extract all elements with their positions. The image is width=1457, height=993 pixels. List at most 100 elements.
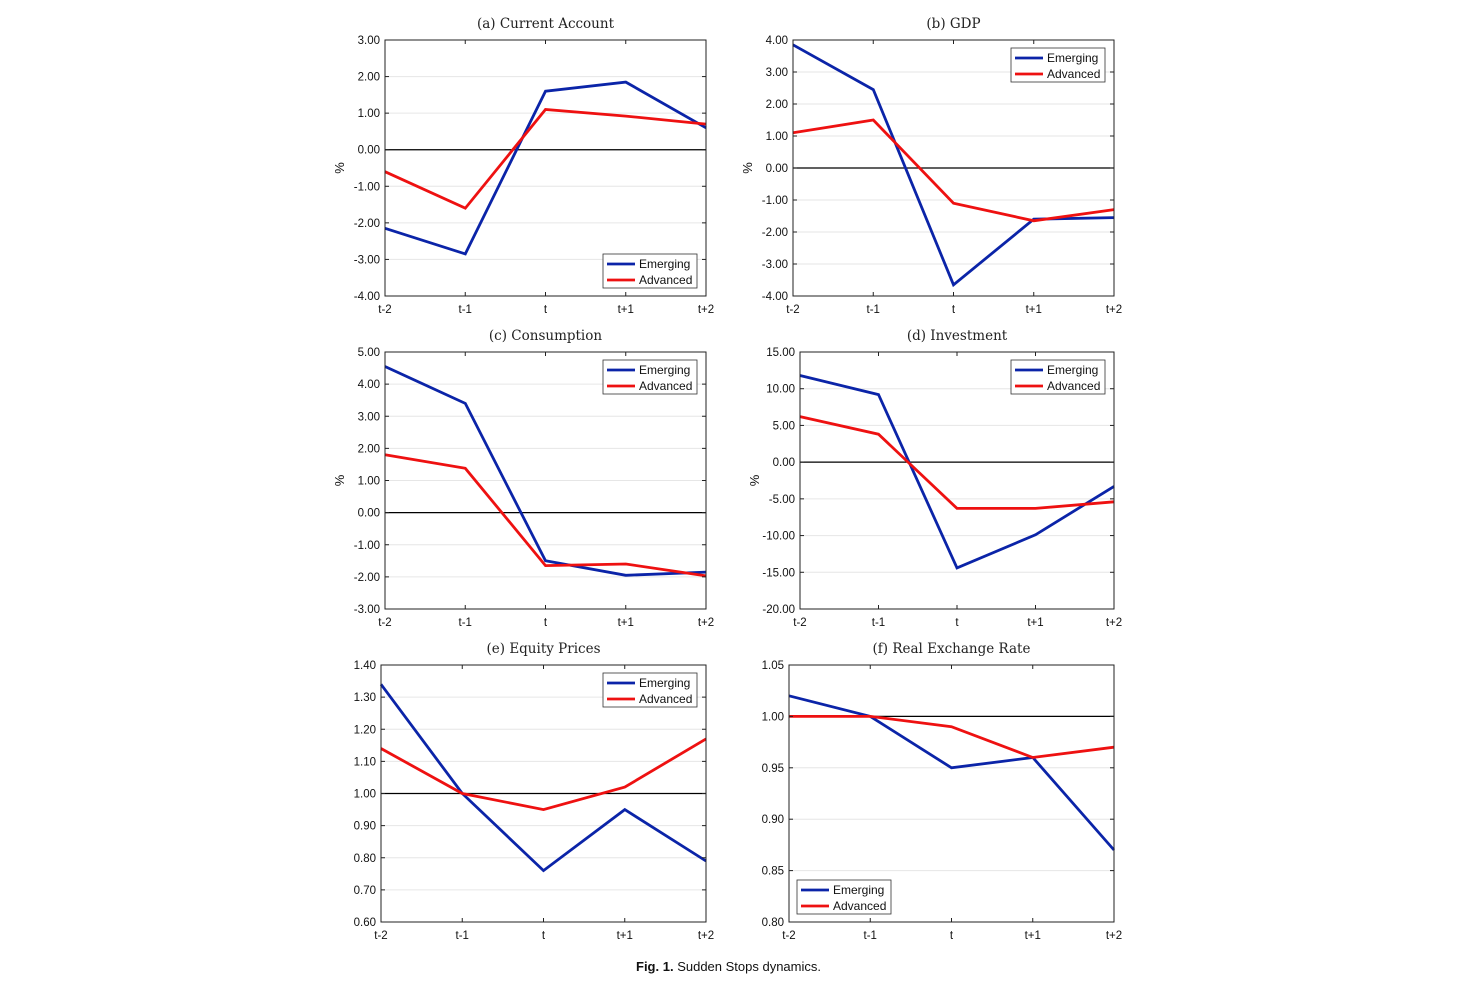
x-tick-label: t-2 (374, 930, 387, 942)
legend-label-advanced: Advanced (1047, 379, 1100, 393)
series-line-emerging (799, 374, 1115, 570)
legend-label-emerging: Emerging (1047, 363, 1098, 377)
series-line-emerging (379, 683, 707, 873)
y-tick-label: -20.00 (762, 604, 795, 616)
y-tick-label: 0.80 (354, 853, 376, 865)
y-tick-label: 5.00 (773, 420, 795, 432)
x-tick-label: t-1 (872, 617, 885, 629)
x-tick-label: t-2 (793, 617, 806, 629)
x-tick-label: t-2 (786, 304, 799, 316)
x-tick-label: t (955, 617, 959, 629)
x-tick-label: t-2 (782, 930, 795, 942)
x-tick-label: t-2 (378, 617, 391, 629)
y-tick-label: -5.00 (769, 494, 795, 506)
y-tick-label: 0.85 (762, 866, 784, 878)
chart-title: (f) Real Exchange Rate (873, 641, 1031, 657)
legend: Emerging Advanced (602, 672, 698, 708)
series-line-advanced (792, 118, 1115, 223)
y-axis-label: % (332, 474, 347, 486)
y-tick-label: 4.00 (766, 35, 788, 47)
legend: Emerging Advanced (796, 879, 892, 915)
x-tick-label: t-1 (864, 930, 877, 942)
legend-label-emerging: Emerging (639, 363, 690, 377)
legend: Emerging Advanced (602, 359, 698, 395)
series-line-emerging (384, 80, 707, 256)
series-line-emerging (788, 694, 1116, 851)
x-tick-label: t-1 (867, 304, 880, 316)
y-tick-label: 2.00 (358, 72, 380, 84)
y-tick-label: -1.00 (762, 195, 788, 207)
chart-title: (a) Current Account (477, 16, 615, 32)
legend-label-emerging: Emerging (639, 676, 690, 690)
y-tick-label: 3.00 (358, 411, 380, 423)
y-tick-label: 1.00 (762, 711, 784, 723)
y-tick-label: -1.00 (354, 181, 380, 193)
chart-title: (e) Equity Prices (487, 641, 601, 657)
y-tick-label: 3.00 (766, 67, 788, 79)
series-line-emerging (792, 43, 1115, 288)
legend: Emerging Advanced (602, 253, 698, 289)
y-tick-label: -4.00 (354, 291, 380, 303)
legend-box (1010, 47, 1106, 83)
y-tick-label: 1.00 (354, 789, 376, 801)
y-tick-label: 0.90 (354, 821, 376, 833)
y-tick-label: -2.00 (354, 218, 380, 230)
x-tick-label: t+2 (1106, 930, 1122, 942)
chart-panel-5: 0.60 0.70 0.80 0.90 1.00 1.10 1.20 1.30 1.40 t-2 t… (354, 641, 715, 942)
chart-panel-6: 0.80 0.85 0.90 0.95 1.00 1.05 t-2 t-1 t t+1 t+2 (f)… (762, 641, 1123, 942)
chart-panel-2: -4.00 -3.00 -2.00 -1.00 0.00 1.00 2.00 3.00 4.00… (740, 16, 1122, 316)
y-tick-label: 1.20 (354, 724, 376, 736)
y-tick-label: 0.90 (762, 814, 784, 826)
y-tick-label: -3.00 (354, 604, 380, 616)
y-tick-label: 1.00 (766, 131, 788, 143)
y-tick-label: 0.80 (762, 917, 784, 929)
y-tick-label: 0.60 (354, 917, 376, 929)
legend: Emerging Advanced (1010, 47, 1106, 83)
y-tick-label: -3.00 (762, 259, 788, 271)
y-tick-label: 1.05 (762, 660, 784, 672)
legend-box (796, 879, 892, 915)
x-tick-label: t+2 (698, 930, 714, 942)
x-tick-label: t-1 (456, 930, 469, 942)
y-tick-label: 2.00 (358, 443, 380, 455)
x-tick-label: t+2 (698, 617, 714, 629)
y-tick-label: 3.00 (358, 35, 380, 47)
chart-title: (b) GDP (926, 16, 980, 32)
y-tick-label: 1.10 (354, 756, 376, 768)
caption-label: Fig. 1. (636, 959, 674, 974)
y-tick-label: 0.00 (358, 508, 380, 520)
x-tick-label: t (544, 617, 548, 629)
y-tick-label: 1.40 (354, 660, 376, 672)
y-axis-label: % (747, 474, 762, 486)
x-tick-label: t+1 (618, 617, 634, 629)
series-line-advanced (384, 108, 707, 210)
y-tick-label: 5.00 (358, 347, 380, 359)
y-axis-label: % (740, 162, 755, 174)
y-tick-label: 0.00 (358, 145, 380, 157)
caption-text: Sudden Stops dynamics. (677, 959, 821, 974)
series-line-advanced (789, 715, 1115, 759)
y-tick-label: -2.00 (354, 572, 380, 584)
legend: Emerging Advanced (1010, 359, 1106, 395)
series-line-advanced (799, 415, 1115, 510)
y-axis-label: % (332, 162, 347, 174)
chart-title: (c) Consumption (489, 328, 602, 344)
y-tick-label: 1.00 (358, 476, 380, 488)
y-tick-label: -4.00 (762, 291, 788, 303)
y-tick-label: -15.00 (762, 567, 795, 579)
legend-label-advanced: Advanced (639, 273, 692, 287)
y-tick-label: 1.30 (354, 692, 376, 704)
y-tick-label: 0.00 (773, 457, 795, 469)
chart-panel-1: -4.00 -3.00 -2.00 -1.00 0.00 1.00 2.00 3.00 t-2 t… (332, 16, 714, 316)
x-tick-label: t+1 (618, 304, 634, 316)
y-tick-label: 0.00 (766, 163, 788, 175)
series-line-emerging (384, 365, 707, 577)
x-tick-label: t-1 (459, 617, 472, 629)
legend-box (602, 672, 698, 708)
y-tick-label: 10.00 (766, 384, 795, 396)
legend-box (602, 253, 698, 289)
y-tick-label: -3.00 (354, 254, 380, 266)
x-tick-label: t+1 (1025, 930, 1041, 942)
y-tick-label: 1.00 (358, 108, 380, 120)
